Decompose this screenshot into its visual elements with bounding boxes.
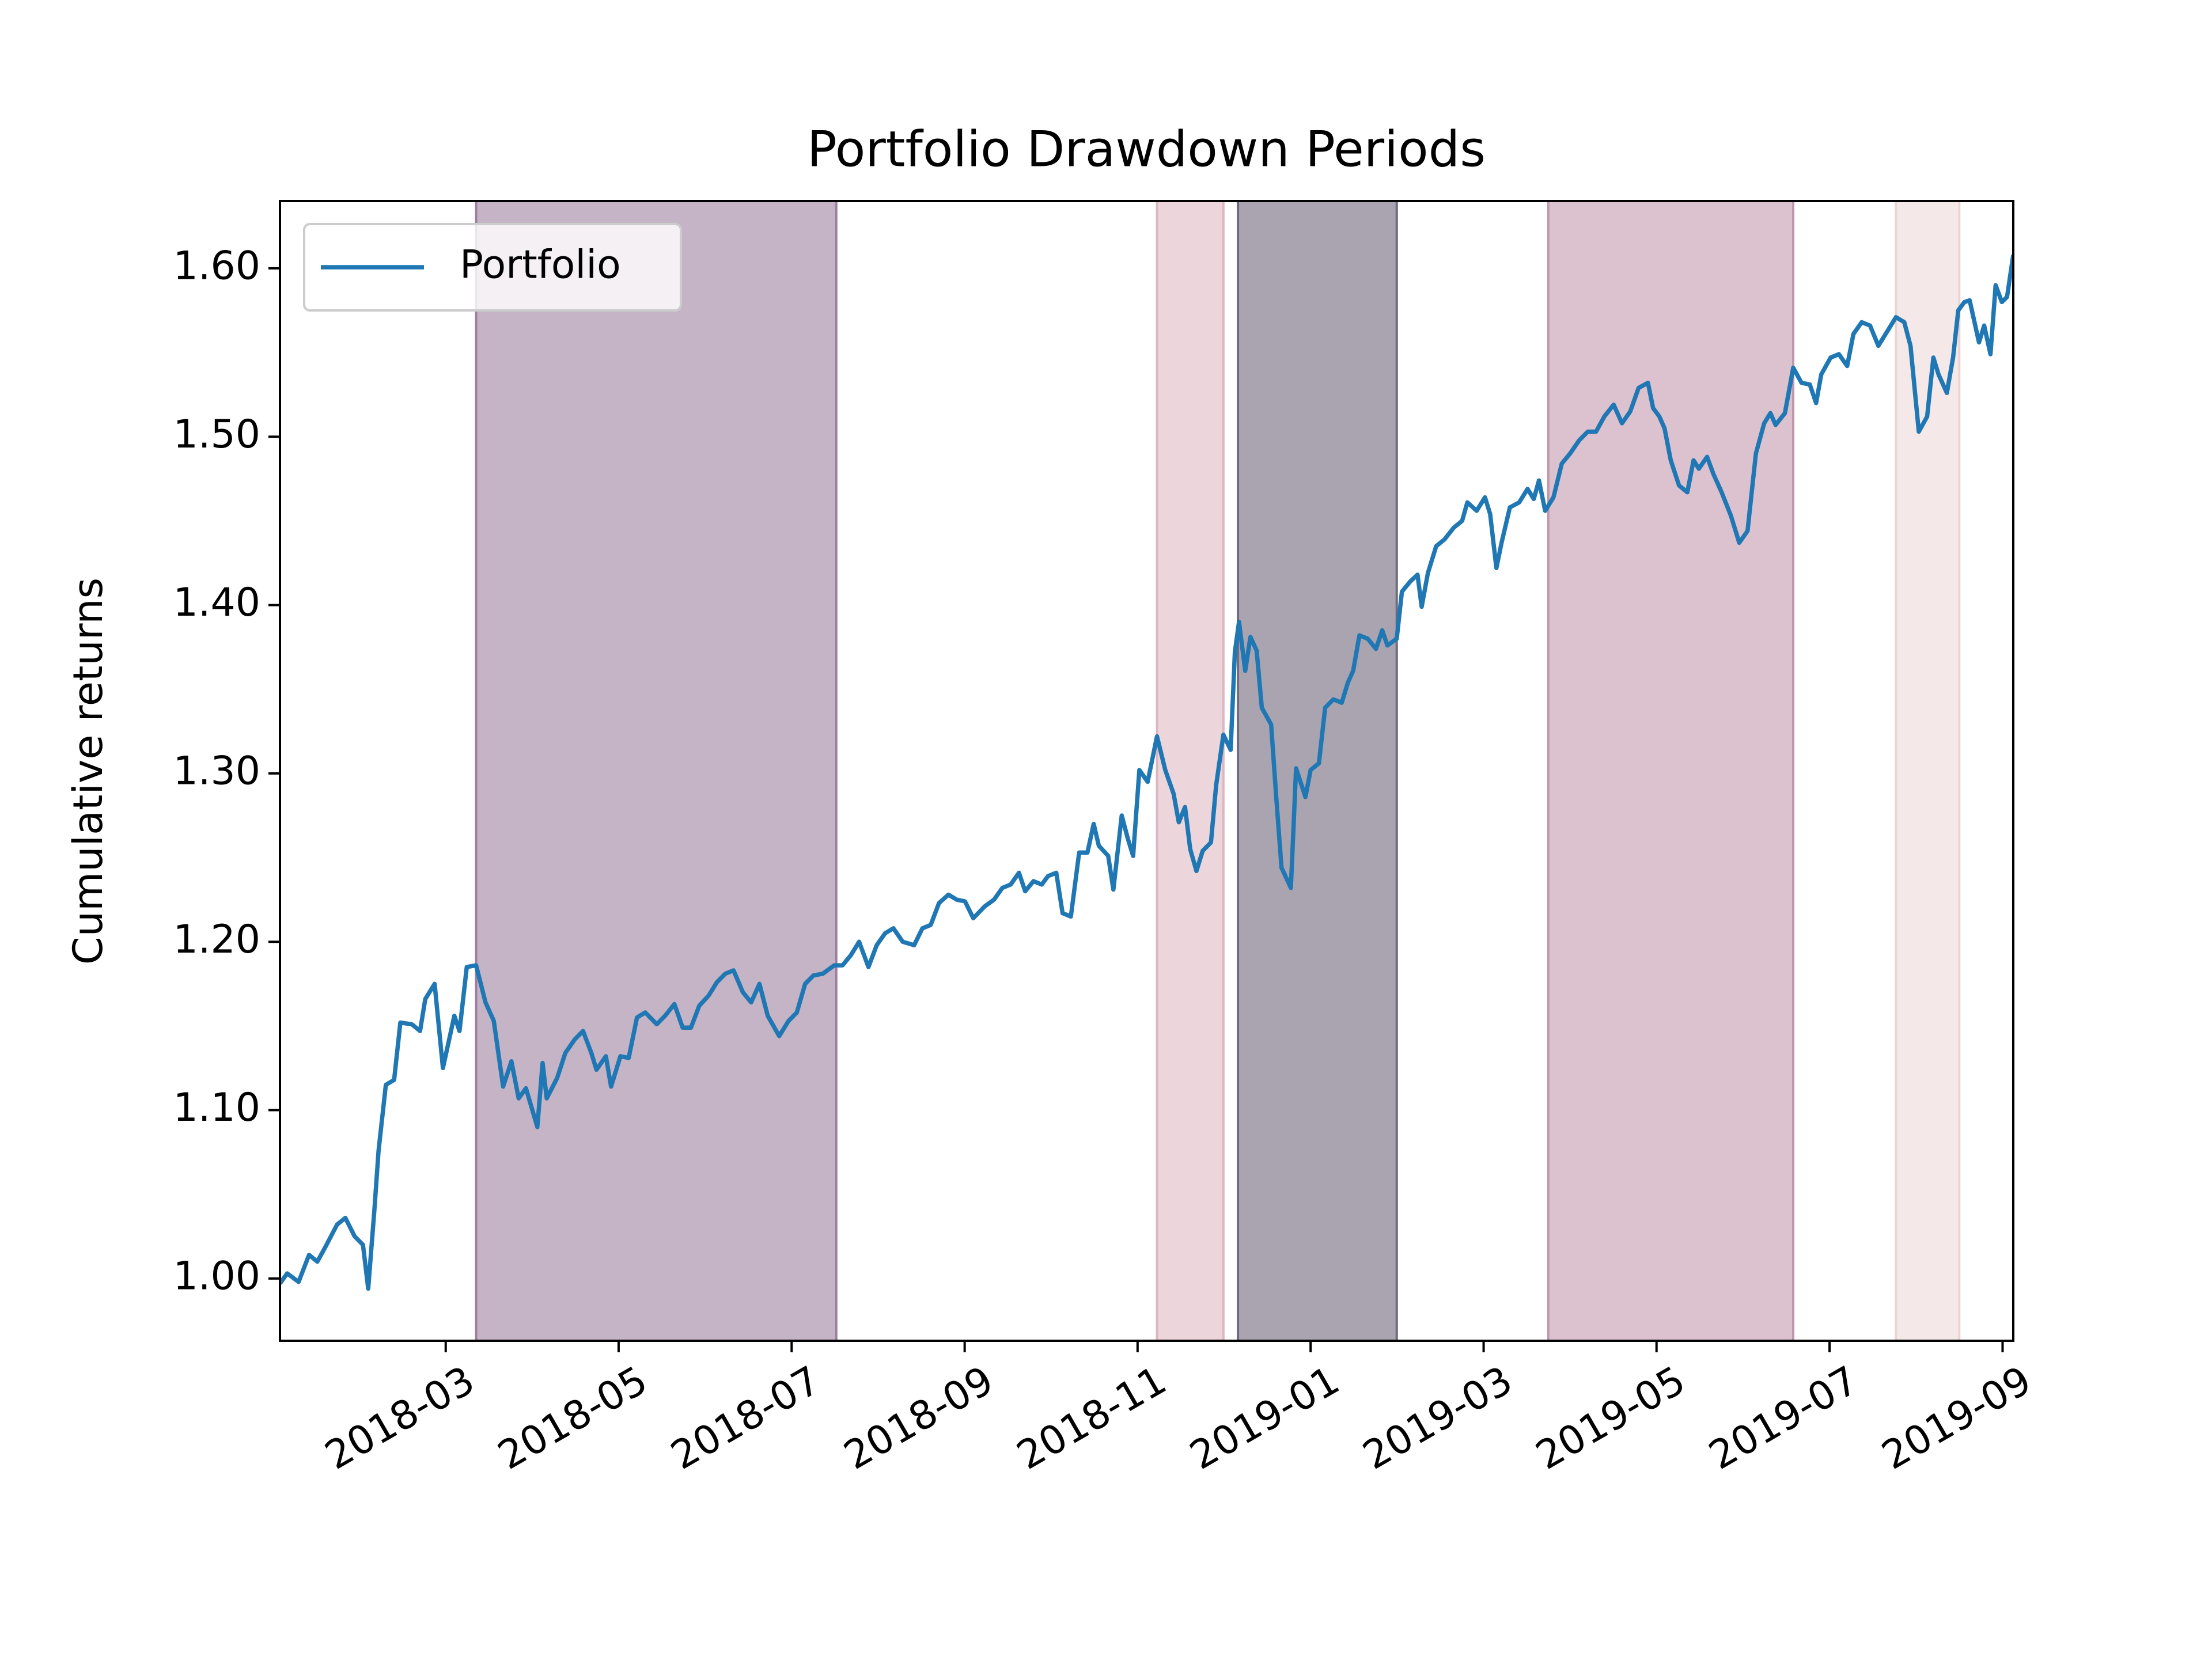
plot-frame (279, 200, 2014, 1342)
y-tick-label: 1.60 (173, 243, 260, 289)
x-tick-label: 2018-03 (317, 1357, 482, 1478)
x-tick-label: 2019-03 (1355, 1357, 1520, 1478)
y-tick-label: 1.40 (173, 580, 260, 625)
x-tick-label: 2019-05 (1528, 1357, 1693, 1478)
legend-box (303, 223, 682, 312)
chart-title: Portfolio Drawdown Periods (807, 120, 1486, 178)
y-tick-label: 1.00 (173, 1253, 260, 1299)
x-tick-label: 2018-05 (491, 1357, 656, 1478)
drawdown-span (1237, 200, 1398, 1342)
y-tick-label: 1.50 (173, 412, 260, 457)
x-tick-label: 2019-07 (1702, 1357, 1866, 1478)
y-tick-label: 1.20 (173, 917, 260, 962)
drawdown-span (1547, 200, 1795, 1342)
legend-label: Portfolio (460, 242, 621, 288)
drawdown-span (1156, 200, 1225, 1342)
series-line (280, 254, 2013, 1291)
drawdown-span (475, 200, 838, 1342)
x-tick-label: 2018-07 (664, 1357, 828, 1478)
x-tick-label: 2019-09 (1874, 1357, 2039, 1478)
y-axis-label: Cumulative returns (65, 578, 112, 965)
x-tick-label: 2018-11 (1010, 1357, 1175, 1478)
plot-layer (280, 254, 2013, 1291)
x-tick-label: 2019-01 (1183, 1357, 1347, 1478)
y-tick-label: 1.30 (173, 748, 260, 794)
y-tick-label: 1.10 (173, 1085, 260, 1131)
x-tick-label: 2018-09 (836, 1357, 1001, 1478)
